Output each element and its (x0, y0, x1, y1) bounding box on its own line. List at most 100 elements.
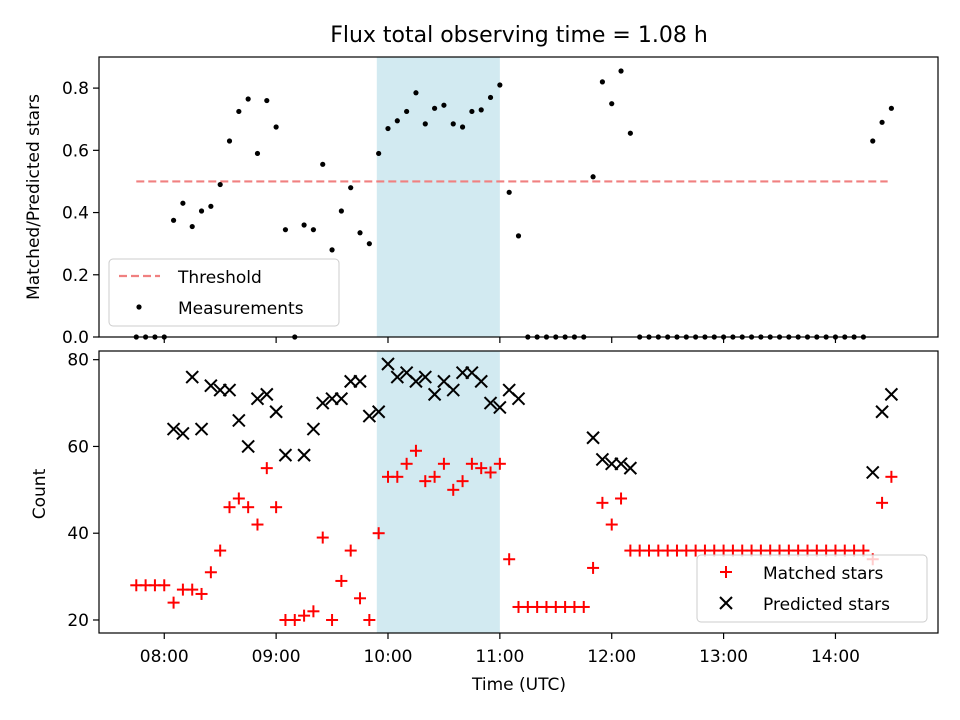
predicted-star-marker (418, 370, 432, 384)
measurement-point (609, 101, 615, 107)
y-tick-label: 0.0 (62, 328, 89, 348)
matched-star-marker (186, 583, 199, 596)
predicted-star-marker (875, 405, 889, 419)
predicted-star-marker (614, 457, 628, 471)
matched-star-marker (372, 527, 385, 540)
measurement-point (422, 121, 428, 127)
y-tick-label: 40 (67, 524, 89, 544)
predicted-star-marker (371, 405, 386, 419)
measurement-point (170, 217, 177, 223)
measurement-point (506, 189, 512, 195)
measurement-point (404, 108, 410, 115)
predicted-star-marker (390, 370, 405, 384)
predicted-star-marker (493, 400, 507, 415)
predicted-star-marker (204, 379, 218, 393)
bottom-y-axis-label: Count (30, 468, 50, 519)
matched-star-marker (251, 518, 264, 531)
measurement-points-layer (133, 68, 894, 340)
matched-star-marker (503, 553, 516, 566)
matched-star-marker (615, 492, 628, 505)
measurement-point (208, 203, 214, 209)
matched-star-marker (288, 613, 301, 626)
predicted-star-marker (306, 422, 321, 436)
matched-star-marker (354, 592, 367, 605)
measurement-point (226, 138, 233, 144)
matched-star-marker (475, 462, 488, 475)
measurement-point (245, 96, 251, 102)
matched-star-marker (484, 466, 497, 479)
predicted-star-marker (511, 392, 526, 406)
matched-star-marker (577, 600, 590, 613)
predicted-star-marker (316, 396, 330, 410)
matched-star-marker (391, 470, 404, 483)
matched-star-marker (270, 501, 283, 514)
bottom-legend: Matched stars Predicted stars (696, 554, 928, 623)
predicted-star-marker (250, 392, 265, 406)
measurement-point (385, 125, 391, 132)
matched-stars-legend-swatch (720, 566, 732, 578)
threshold-legend-label: Threshold (177, 268, 262, 288)
measurement-point (515, 233, 522, 239)
predicted-star-marker (297, 448, 311, 462)
matched-star-marker (316, 531, 329, 544)
measurement-point (618, 68, 624, 74)
matched-star-marker (493, 457, 506, 470)
measurement-point (217, 181, 223, 188)
x-tick-label: 08:00 (140, 647, 189, 667)
matched-star-marker (214, 544, 227, 557)
measurement-point (264, 97, 270, 104)
matched-star-marker (260, 462, 273, 475)
measurement-point (376, 150, 382, 157)
y-tick-label: 0.4 (62, 204, 89, 224)
predicted-star-marker (474, 374, 488, 389)
predicted-star-marker (194, 422, 209, 436)
measurement-point (338, 208, 344, 214)
measurement-point (273, 124, 279, 130)
top-x-ticks (163, 337, 837, 343)
matched-star-marker (605, 518, 618, 531)
observing-window-span (376, 57, 500, 337)
bottom-x-ticks: 08:00 09:00 10:00 11:00 12:00 13:00 14:00 (140, 633, 860, 667)
measurement-point (413, 90, 419, 96)
predicted-star-marker (334, 392, 349, 406)
matched-star-marker (344, 544, 357, 557)
bottom-plot-frame (98, 350, 939, 634)
predicted-star-marker (586, 431, 600, 445)
matched-star-marker (326, 613, 339, 626)
matched-star-marker (298, 609, 311, 622)
predicted-star-marker (232, 413, 246, 428)
measurement-point (189, 223, 195, 230)
matched-star-marker (876, 496, 889, 509)
measurement-point (254, 150, 261, 157)
measurement-point (320, 161, 326, 167)
predicted-star-marker (241, 439, 255, 454)
observing-window-span (376, 351, 500, 633)
bottom-legend-box (696, 554, 928, 623)
y-tick-label: 0.6 (62, 141, 89, 161)
measurement-point (450, 121, 456, 127)
matched-star-marker (456, 475, 469, 488)
matched-star-marker (447, 483, 460, 496)
measurement-point (432, 105, 438, 111)
measurement-point (870, 138, 876, 144)
matched-star-marker (335, 574, 348, 587)
top-chart-panel: Flux total observing time = 1.08 h Match… (24, 23, 939, 348)
matched-star-marker (307, 605, 320, 618)
predicted-star-marker (185, 370, 199, 384)
measurement-point (879, 119, 885, 125)
predicted-star-marker (176, 426, 190, 441)
matched-star-marker (465, 457, 478, 470)
measurement-point (487, 94, 494, 101)
bottom-y-ticks: 20 40 60 80 (67, 351, 99, 631)
predicted-star-marker (595, 452, 610, 467)
measurement-point (627, 130, 633, 136)
matched-star-marker (242, 501, 255, 514)
predicted-star-marker (269, 405, 283, 419)
measurement-point (310, 227, 317, 233)
predicted-star-marker (427, 387, 442, 402)
predicted-star-marker (222, 383, 237, 397)
measurement-point (180, 200, 186, 206)
predicted-star-marker (260, 387, 274, 402)
predicted-stars-layer (166, 357, 899, 480)
